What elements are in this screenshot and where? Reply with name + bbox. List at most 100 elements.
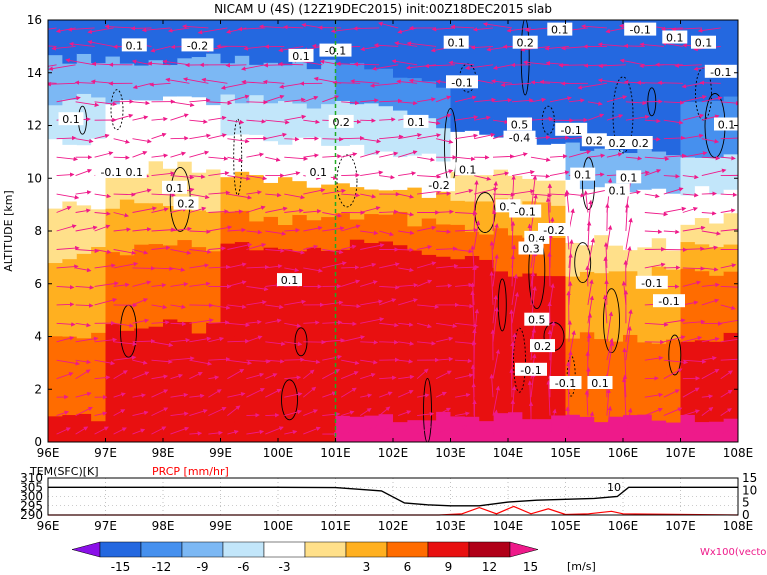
wind-vector [56, 336, 75, 343]
wind-vector [454, 425, 467, 435]
wind-vector [56, 135, 77, 141]
wind-vector [489, 271, 494, 305]
field-cell [594, 421, 610, 442]
wind-vector [605, 27, 626, 34]
wind-vector [284, 267, 300, 273]
wind-vector [246, 285, 269, 292]
field-cell [278, 64, 293, 101]
wind-vector [644, 425, 662, 435]
surface-panel: TEM(SFC)[K] PRCP [mm/hr] 10 290295300305… [20, 465, 757, 522]
contour-label: -0.1 [704, 64, 737, 79]
svg-text:0.1: 0.1 [281, 274, 299, 287]
wind-vector [606, 405, 613, 435]
wind-vector [436, 191, 452, 196]
wind-vector [283, 24, 304, 30]
field-cell [594, 272, 610, 340]
wind-vector [682, 133, 704, 140]
wind-vector [417, 97, 436, 103]
wind-vector [208, 320, 230, 325]
field-cell [464, 95, 480, 131]
wind-vector [303, 426, 321, 435]
field-cell [637, 218, 653, 248]
svg-text:0.2: 0.2 [177, 198, 195, 211]
wind-vector [701, 191, 717, 196]
wind-vector [182, 24, 209, 29]
wind-vector [720, 358, 738, 361]
wind-vector [663, 429, 681, 435]
wind-vector [265, 412, 280, 418]
wind-vector [490, 79, 513, 84]
wind-vector [644, 156, 670, 162]
wind-vector [360, 206, 381, 213]
field-cell [148, 202, 164, 245]
svg-text:0.2: 0.2 [609, 137, 627, 150]
wind-vector [644, 392, 664, 398]
wind-vector [170, 175, 195, 180]
wind-vector [417, 393, 430, 398]
contour-line [603, 288, 620, 354]
wind-vector [284, 171, 301, 177]
svg-text:0.3: 0.3 [522, 243, 540, 256]
field-cell [249, 174, 265, 222]
wind-vectors [48, 21, 738, 437]
wind-vector [208, 375, 220, 380]
wind-vector [455, 411, 470, 417]
wind-vector [284, 156, 309, 161]
contour-label: 0.1 [714, 117, 738, 132]
wind-vector [663, 100, 685, 105]
wind-vector [246, 175, 268, 181]
wind-vector [623, 43, 645, 49]
colorbar-tick-label: 15 [523, 560, 538, 574]
wind-vector [682, 387, 700, 398]
wind-vector [132, 82, 152, 90]
field-cell [306, 331, 322, 414]
surface-x-tick-label: 105E [550, 519, 581, 533]
field-cell [335, 249, 351, 332]
field-cell [306, 219, 322, 248]
field-cell [91, 96, 107, 139]
wind-vector [379, 391, 393, 398]
wind-vector [435, 407, 451, 416]
wind-vector [435, 391, 447, 398]
field-cell [436, 332, 452, 412]
wind-vector [472, 210, 478, 232]
svg-text:0.1: 0.1 [666, 32, 684, 45]
field-cell [234, 171, 250, 211]
x-tick-label: 100E [263, 446, 294, 460]
field-cell [134, 414, 150, 442]
wind-vector [406, 41, 437, 47]
field-cell [723, 271, 738, 333]
wind-vector [360, 280, 378, 287]
field-cell [105, 103, 121, 142]
wind-vector [151, 341, 174, 348]
contour-label: -0.1 [446, 75, 478, 89]
surface-temp-label: TEM(SFC)[K] [29, 465, 99, 478]
x-tick-label: 97E [94, 446, 117, 460]
wind-vector [492, 306, 499, 342]
wind-vector [625, 309, 633, 342]
wind-vector [697, 27, 721, 33]
field-cell [91, 208, 107, 248]
wind-vector [417, 156, 435, 162]
wind-vector [568, 98, 585, 103]
y-tick-label: 12 [27, 119, 42, 133]
field-cell [637, 20, 653, 95]
field-cell [522, 338, 538, 420]
wind-vector [398, 247, 414, 253]
wind-vector [581, 24, 607, 29]
field-cell [393, 421, 408, 442]
svg-text:-0.2: -0.2 [543, 224, 564, 237]
field-cell [594, 210, 610, 236]
wind-vector [208, 336, 225, 343]
colorbar-tick-label: -9 [197, 560, 209, 574]
wind-vector [94, 281, 119, 287]
surface-x-tick-label: 107E [665, 519, 696, 533]
svg-text:-0.1: -0.1 [710, 66, 731, 79]
wind-vector [527, 380, 533, 416]
field-cell [407, 324, 423, 421]
wind-vector [701, 407, 714, 416]
field-cell [393, 325, 408, 423]
svg-text:-0.1: -0.1 [641, 277, 662, 290]
wind-vector [303, 188, 326, 195]
wind-vector [246, 119, 267, 124]
